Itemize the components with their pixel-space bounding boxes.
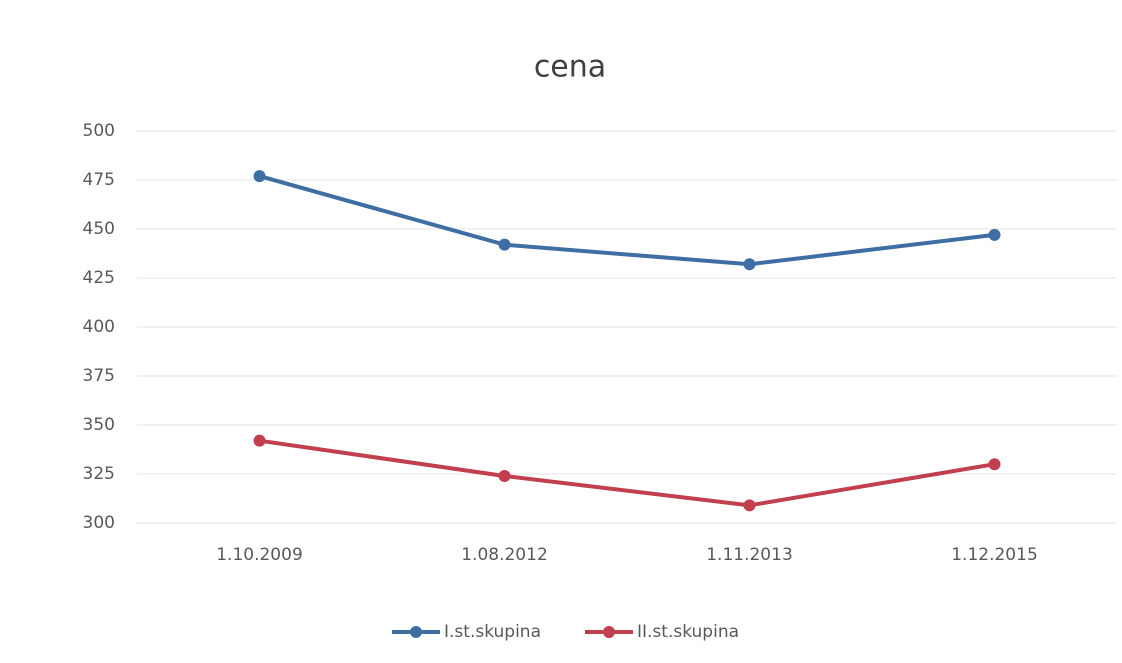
y-tick-label: 350	[83, 415, 115, 435]
x-tick-label: 1.08.2012	[461, 545, 548, 565]
series-line	[258, 174, 995, 267]
series-line	[259, 438, 995, 508]
y-tick-label: 500	[83, 121, 115, 141]
chart-title: cena	[534, 50, 606, 85]
legend-label: I.st.skupina	[444, 622, 541, 642]
legend-marker	[410, 626, 422, 638]
point	[743, 499, 756, 512]
point	[498, 469, 511, 482]
legend-label: II.st.skupina	[637, 622, 739, 642]
y-tick-label: 325	[83, 464, 115, 484]
y-tick-label: 375	[83, 366, 115, 386]
point	[498, 238, 511, 251]
y-tick-label: 400	[83, 317, 115, 337]
y-tick-label: 300	[83, 513, 115, 533]
point	[988, 228, 1001, 241]
point	[988, 458, 1001, 471]
y-tick-label: 475	[83, 170, 115, 190]
x-tick-label: 1.11.2013	[706, 545, 793, 565]
point	[253, 434, 266, 447]
point	[253, 170, 266, 183]
legend-marker	[603, 626, 615, 638]
point	[743, 258, 756, 271]
x-tick-label: 1.10.2009	[216, 545, 303, 565]
y-tick-label: 425	[83, 268, 115, 288]
x-tick-label: 1.12.2015	[951, 545, 1038, 565]
y-tick-label: 450	[83, 219, 115, 239]
